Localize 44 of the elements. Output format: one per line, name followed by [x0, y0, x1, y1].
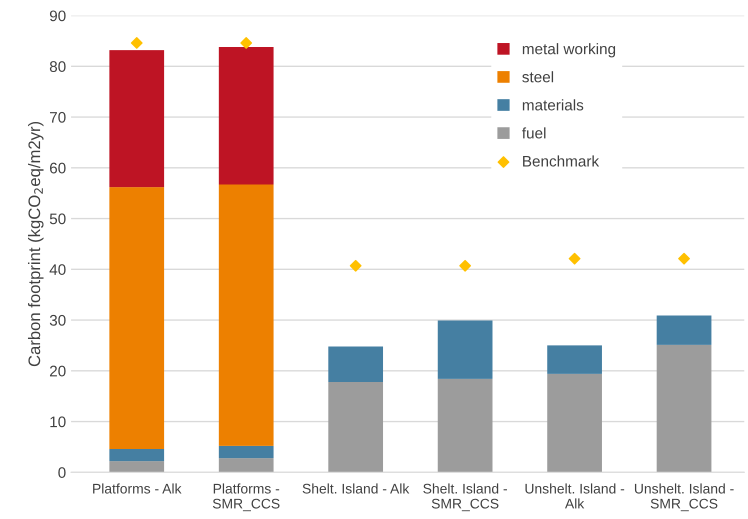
- point: [459, 260, 472, 272]
- bar: [218, 47, 274, 185]
- y-tick-label: 90: [50, 10, 66, 22]
- bar: [109, 448, 164, 462]
- y-tick-label: 60: [50, 162, 66, 174]
- point: [350, 260, 362, 272]
- y-tick-label: 70: [50, 112, 66, 123]
- bar: [438, 320, 492, 379]
- x-tick-label: Shelt. Island - Alk: [302, 483, 410, 494]
- y-tick-label: 20: [50, 366, 66, 376]
- bar: [328, 346, 384, 382]
- legend-label: steel: [522, 71, 554, 82]
- y-tick-label: 30: [50, 314, 66, 326]
- bar: [218, 458, 274, 472]
- bar: [547, 345, 602, 374]
- x-tick-label: Platforms - Alk: [93, 483, 182, 494]
- bar: [328, 382, 384, 472]
- bar: [656, 315, 712, 345]
- bar: [218, 184, 274, 446]
- y-tick-label: 40: [50, 264, 66, 275]
- bar: [656, 344, 712, 472]
- y-tick-label: 50: [50, 213, 66, 224]
- point: [678, 252, 690, 265]
- x-tick-label: Platforms - SMR_CCS: [212, 483, 280, 512]
- x-tick-label: Shelt. Island - SMR_CCS: [423, 483, 507, 512]
- bar: [218, 446, 274, 458]
- x-tick-label: Unshelt. Island - SMR_CCS: [634, 483, 734, 512]
- legend-label: fuel: [522, 127, 546, 139]
- legend-label: Benchmark: [523, 155, 600, 167]
- legend-label: materials: [522, 99, 584, 110]
- bar: [109, 461, 164, 472]
- bar: [438, 378, 492, 472]
- bar: [109, 50, 164, 188]
- bar: [547, 374, 602, 472]
- point: [568, 252, 580, 265]
- legend-label: metal working: [522, 43, 616, 58]
- y-tick-label: 0: [58, 467, 66, 478]
- bar: [109, 187, 164, 449]
- x-tick-label: Unshelt. Island - Alk: [525, 483, 624, 508]
- point: [130, 37, 143, 49]
- y-tick-label: 10: [50, 416, 66, 428]
- y-tick-label: 80: [50, 61, 66, 72]
- y-axis-title: Carbon footprint (kgCO$_{2}$eq/m2yr): [28, 122, 44, 366]
- point: [240, 37, 252, 49]
